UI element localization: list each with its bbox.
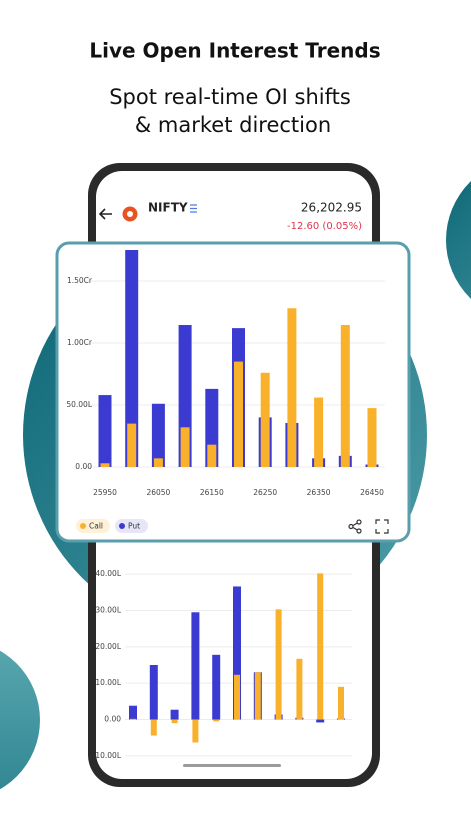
y-tick-label: 0.00 xyxy=(75,462,92,471)
legend-label: Put xyxy=(128,522,140,531)
legend-chip[interactable] xyxy=(76,519,110,533)
y-tick-label: 40.00L xyxy=(95,569,121,578)
bar xyxy=(150,719,157,736)
x-tick-label: 26050 xyxy=(146,488,170,497)
y-tick-label: 50.00L xyxy=(66,400,92,409)
x-tick-label: 26350 xyxy=(307,488,331,497)
legend-dot xyxy=(80,523,86,529)
bar xyxy=(149,665,158,720)
y-tick-label: 30.00L xyxy=(95,605,121,614)
y-tick-label: 1.50Cr xyxy=(67,276,93,285)
bar xyxy=(171,719,178,724)
bg-circle xyxy=(446,181,471,299)
bar xyxy=(340,325,350,467)
bg-circle xyxy=(0,650,40,790)
bar xyxy=(125,250,139,467)
bar xyxy=(153,458,163,467)
share-icon[interactable] xyxy=(348,519,362,534)
bar xyxy=(275,609,282,720)
symbol: NIFTY xyxy=(148,201,188,215)
bar xyxy=(170,709,179,720)
legend-chip[interactable] xyxy=(115,519,148,533)
title: Live Open Interest Trends xyxy=(89,39,380,63)
bar xyxy=(127,423,137,467)
subtitle: Spot real-time OI shifts xyxy=(109,85,351,109)
bar xyxy=(317,573,324,720)
bar xyxy=(316,719,325,723)
y-tick-label: 0.00 xyxy=(104,715,121,724)
bar xyxy=(192,719,199,743)
y-tick-label: 1.00Cr xyxy=(67,338,93,347)
y-tick-label: 10.00L xyxy=(95,678,121,687)
bar xyxy=(233,586,241,720)
bar xyxy=(212,654,221,720)
x-tick-label: 26450 xyxy=(360,488,384,497)
subtitle: & market direction xyxy=(135,113,331,137)
price: 26,202.95 xyxy=(301,201,362,215)
bar xyxy=(129,705,137,720)
bar xyxy=(260,372,270,467)
screen-content: NIFTY 26,202.95 -12.60 (0.05%) -10.00L 0.… xyxy=(93,201,362,767)
bar xyxy=(234,361,243,467)
change: -12.60 (0.05%) xyxy=(287,221,362,232)
bar xyxy=(314,397,324,467)
bar xyxy=(296,658,303,720)
bar xyxy=(213,719,220,722)
bar xyxy=(191,612,200,720)
x-tick-label: 25950 xyxy=(93,488,117,497)
list-icon[interactable] xyxy=(190,204,197,213)
back-button[interactable] xyxy=(98,208,112,220)
bar xyxy=(207,444,217,467)
x-tick-label: 26250 xyxy=(253,488,277,497)
bar xyxy=(234,674,240,720)
bar xyxy=(254,672,261,720)
fullscreen-icon[interactable] xyxy=(375,519,389,534)
bar xyxy=(338,686,344,720)
bar xyxy=(180,427,190,467)
y-tick-label: 20.00L xyxy=(95,642,121,651)
legend-dot xyxy=(119,523,125,529)
x-tick-label: 26150 xyxy=(200,488,224,497)
y-tick-label: -10.00L xyxy=(93,751,122,760)
bar xyxy=(130,718,136,720)
legend-label: Call xyxy=(89,522,103,531)
bar xyxy=(151,403,165,467)
bar xyxy=(367,408,377,467)
bar xyxy=(98,395,112,467)
logo xyxy=(127,211,133,217)
bar xyxy=(100,463,110,467)
bar xyxy=(287,308,297,467)
home-indicator xyxy=(183,764,281,767)
